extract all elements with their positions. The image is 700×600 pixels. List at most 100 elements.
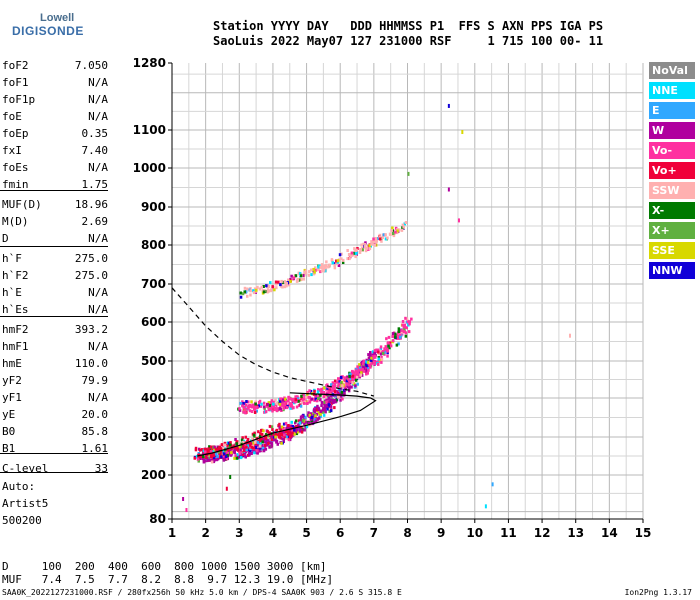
echo-point bbox=[315, 412, 319, 416]
echo-point bbox=[266, 285, 269, 289]
echo-point bbox=[296, 397, 300, 401]
param-name-b0: B0 bbox=[2, 425, 16, 438]
echo-point bbox=[324, 410, 327, 414]
echo-point bbox=[264, 410, 268, 414]
echo-point bbox=[244, 411, 247, 415]
echo-point bbox=[326, 386, 329, 390]
echo-point bbox=[359, 373, 362, 377]
echo-point bbox=[287, 283, 291, 287]
echo-point bbox=[254, 400, 257, 404]
echo-point bbox=[331, 389, 334, 393]
echo-point bbox=[319, 265, 322, 269]
echo-point bbox=[325, 398, 328, 402]
echo-point bbox=[256, 449, 259, 453]
echo-point bbox=[267, 439, 270, 443]
echo-point bbox=[365, 360, 368, 364]
echo-point bbox=[341, 397, 344, 401]
echo-point bbox=[274, 432, 278, 436]
param-name-hes: h`Es bbox=[2, 303, 29, 316]
echo-point bbox=[274, 435, 277, 439]
y-tick-label: 500 bbox=[141, 354, 166, 368]
echo-point bbox=[300, 277, 303, 281]
echo-point bbox=[266, 430, 269, 433]
echo-point bbox=[249, 289, 252, 293]
echo-point bbox=[262, 401, 266, 405]
echo-point bbox=[287, 432, 290, 436]
param-name-foep: foEp bbox=[2, 127, 29, 140]
echo-point bbox=[377, 237, 380, 240]
echo-point bbox=[265, 404, 268, 408]
echo-point bbox=[275, 401, 278, 405]
echo-point bbox=[278, 402, 282, 406]
param-name-yf1: yF1 bbox=[2, 391, 22, 404]
echo-point bbox=[304, 395, 308, 399]
y-tick-label: 900 bbox=[141, 200, 166, 214]
echo-point bbox=[285, 432, 289, 436]
echo-point bbox=[366, 371, 369, 375]
echo-point bbox=[281, 407, 284, 411]
echo-point bbox=[292, 276, 296, 280]
echo-point bbox=[196, 457, 200, 461]
echo-point bbox=[395, 343, 399, 347]
echo-point bbox=[408, 322, 411, 326]
echo-point bbox=[301, 418, 305, 422]
echo-point bbox=[335, 390, 339, 394]
echo-point bbox=[269, 289, 272, 293]
y-tick-label: 400 bbox=[141, 391, 166, 405]
echo-point bbox=[283, 280, 287, 284]
echo-point bbox=[354, 369, 358, 373]
echo-point bbox=[290, 397, 293, 401]
param-value-foes: N/A bbox=[88, 161, 108, 174]
echo-point bbox=[250, 400, 253, 404]
echo-point bbox=[326, 407, 329, 411]
echo-point bbox=[336, 385, 340, 389]
echo-point bbox=[362, 369, 366, 373]
echo-point bbox=[225, 453, 228, 457]
echo-point bbox=[297, 430, 300, 434]
echo-point bbox=[370, 356, 373, 360]
echo-point bbox=[220, 455, 223, 459]
echo-point bbox=[244, 403, 248, 407]
echo-point bbox=[327, 265, 330, 269]
echo-point bbox=[287, 426, 291, 430]
echo-point bbox=[399, 335, 402, 339]
echo-point bbox=[252, 433, 256, 437]
echo-point bbox=[370, 240, 373, 244]
echo-point bbox=[221, 454, 225, 458]
echo-point bbox=[249, 445, 252, 449]
echo-point bbox=[219, 453, 222, 456]
echo-point bbox=[369, 351, 372, 354]
param-value-foe: N/A bbox=[88, 110, 108, 123]
echo-point bbox=[369, 365, 372, 369]
echo-point bbox=[296, 428, 299, 432]
echo-point bbox=[403, 326, 407, 330]
echo-point bbox=[307, 398, 311, 401]
echo-point bbox=[203, 459, 207, 463]
echo-point bbox=[303, 428, 306, 432]
y-tick-label: 200 bbox=[141, 468, 166, 482]
echo-point bbox=[340, 382, 343, 386]
echo-point bbox=[238, 408, 242, 412]
echo-point bbox=[256, 406, 259, 409]
echo-point bbox=[260, 432, 264, 436]
echo-point bbox=[291, 431, 294, 435]
echo-point bbox=[394, 335, 397, 339]
echo-point bbox=[386, 236, 389, 240]
param-name-fof2: foF2 bbox=[2, 59, 29, 72]
echo-point bbox=[204, 450, 207, 454]
echo-point bbox=[333, 264, 336, 268]
echo-point bbox=[364, 362, 368, 366]
echo-point bbox=[365, 368, 368, 372]
param-name-hf: h`F bbox=[2, 252, 22, 265]
x-tick-label: 4 bbox=[269, 526, 277, 540]
echo-point bbox=[367, 247, 370, 251]
echo-point bbox=[316, 390, 320, 394]
echo-point bbox=[251, 403, 254, 407]
echo-point bbox=[226, 454, 229, 457]
echo-point bbox=[225, 455, 228, 458]
echo-point bbox=[381, 236, 384, 239]
echo-point bbox=[300, 430, 304, 434]
echo-point bbox=[353, 247, 356, 251]
echo-point bbox=[352, 382, 356, 386]
echo-point bbox=[272, 402, 275, 406]
